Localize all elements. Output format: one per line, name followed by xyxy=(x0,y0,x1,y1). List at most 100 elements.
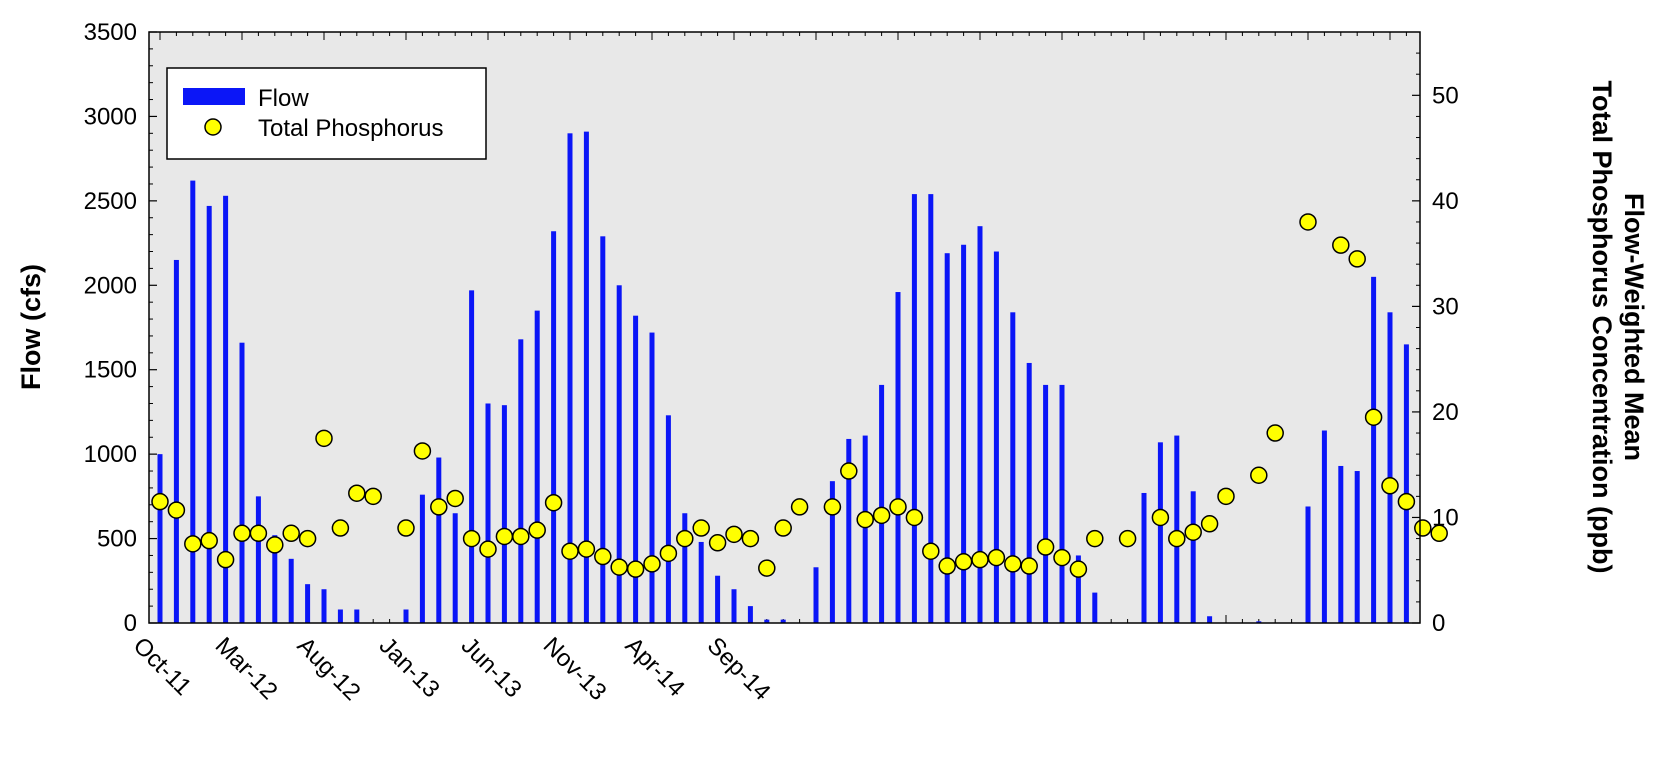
tp-point xyxy=(1020,557,1038,575)
flow-bar xyxy=(305,584,311,623)
tp-point xyxy=(610,558,628,576)
flow-bar xyxy=(190,180,196,623)
tp-point xyxy=(1086,529,1104,548)
left-tick-label: 1500 xyxy=(84,357,137,384)
flow-bar xyxy=(1305,506,1311,623)
tp-point xyxy=(1299,213,1317,231)
tp-point xyxy=(856,510,874,529)
right-tick-label: 0 xyxy=(1432,610,1445,637)
flow-bar xyxy=(1387,312,1393,623)
tp-point xyxy=(1036,538,1055,556)
flow-bar xyxy=(469,290,475,623)
flow-bar xyxy=(747,606,753,623)
plot-frame xyxy=(148,31,1421,624)
flow-bar xyxy=(649,332,655,623)
x-tick-label: Jan-13 xyxy=(374,632,445,703)
tp-point xyxy=(1266,424,1284,442)
flow-bar xyxy=(1174,435,1180,623)
tp-point xyxy=(954,553,973,571)
left-tick-label: 2500 xyxy=(84,188,137,215)
tp-point xyxy=(971,550,989,569)
flow-bar xyxy=(403,609,409,623)
flow-bar xyxy=(1207,616,1213,623)
tp-point xyxy=(528,521,546,539)
flow-bar xyxy=(1403,344,1409,623)
legend-tp-marker xyxy=(204,118,222,136)
flow-bar xyxy=(1141,492,1147,623)
tp-point xyxy=(315,429,333,448)
flow-bar xyxy=(1321,430,1327,623)
flow-bar xyxy=(1354,471,1360,623)
flow-bar xyxy=(961,244,967,623)
flow-bar xyxy=(436,457,442,623)
tp-point xyxy=(626,560,645,578)
tp-point xyxy=(151,492,169,511)
x-tick-label: Nov-13 xyxy=(538,632,612,706)
flow-bar xyxy=(354,609,360,623)
right-axis-title-line1: Flow-Weighted Mean xyxy=(1619,193,1649,461)
flow-bar xyxy=(501,405,507,623)
tp-point xyxy=(266,536,284,554)
tp-point xyxy=(1004,555,1022,573)
tp-point xyxy=(364,487,382,506)
tp-point xyxy=(823,498,842,516)
flow-bar xyxy=(600,236,606,623)
x-tick-label: Apr-14 xyxy=(620,632,690,702)
left-axis-tick-labels: 0 500 1000 1500 2000 2500 3000 3500 xyxy=(84,19,137,637)
tp-point xyxy=(840,462,858,480)
flow-bar xyxy=(288,558,294,623)
flow-bar xyxy=(944,253,950,623)
flow-bar xyxy=(993,251,999,623)
flow-bar xyxy=(1338,465,1344,623)
tp-point xyxy=(758,559,776,577)
flow-bar xyxy=(1026,362,1032,623)
tp-point xyxy=(1381,477,1399,495)
flow-bar xyxy=(780,619,786,623)
flow-bar xyxy=(879,384,885,623)
flow-bar xyxy=(534,310,540,623)
tp-point xyxy=(987,548,1006,567)
flow-bar xyxy=(157,454,163,623)
tp-point xyxy=(1397,492,1416,511)
legend: Flow Total Phosphorus xyxy=(166,67,487,160)
flow-bar xyxy=(1075,555,1081,623)
tp-point xyxy=(872,506,891,525)
tp-point xyxy=(184,535,202,553)
x-axis-tick-labels: Oct-11 Mar-12 Aug-12 Jan-13 Jun-13 Nov-13 Apr-… xyxy=(128,632,776,706)
tp-point xyxy=(298,529,317,548)
flow-bar xyxy=(223,195,229,623)
tp-point xyxy=(643,555,661,573)
tp-point xyxy=(1118,529,1137,548)
tp-point xyxy=(938,557,956,575)
tp-point xyxy=(1053,548,1071,567)
flow-bar xyxy=(682,513,688,623)
flow-bars xyxy=(157,131,1409,624)
flow-bar xyxy=(1190,491,1196,623)
tp-point xyxy=(249,524,268,543)
tp-point xyxy=(544,493,563,512)
tp-point xyxy=(1430,524,1448,543)
flow-bar xyxy=(616,285,622,623)
flow-bar xyxy=(1043,384,1049,623)
tp-point xyxy=(774,519,792,537)
flow-bar xyxy=(551,231,557,623)
flow-bar xyxy=(1256,621,1262,623)
tp-point xyxy=(495,527,514,546)
flow-bar xyxy=(206,205,212,623)
left-tick-label: 3500 xyxy=(84,19,137,46)
flow-bar xyxy=(731,589,737,623)
right-axis-title-line2: Total Phosphorus Concentration (ppb) xyxy=(1587,81,1617,574)
flow-bar xyxy=(862,435,868,623)
tp-point xyxy=(1168,529,1186,548)
legend-flow-swatch xyxy=(183,88,245,105)
tp-point xyxy=(741,529,760,548)
x-tick-label: Oct-11 xyxy=(128,632,197,701)
flow-bar xyxy=(321,589,327,623)
tp-point xyxy=(216,550,235,569)
tp-point xyxy=(479,540,497,558)
tp-point xyxy=(790,498,809,516)
tp-point xyxy=(1217,487,1235,506)
tp-point xyxy=(922,542,940,560)
tp-point xyxy=(1348,250,1366,268)
